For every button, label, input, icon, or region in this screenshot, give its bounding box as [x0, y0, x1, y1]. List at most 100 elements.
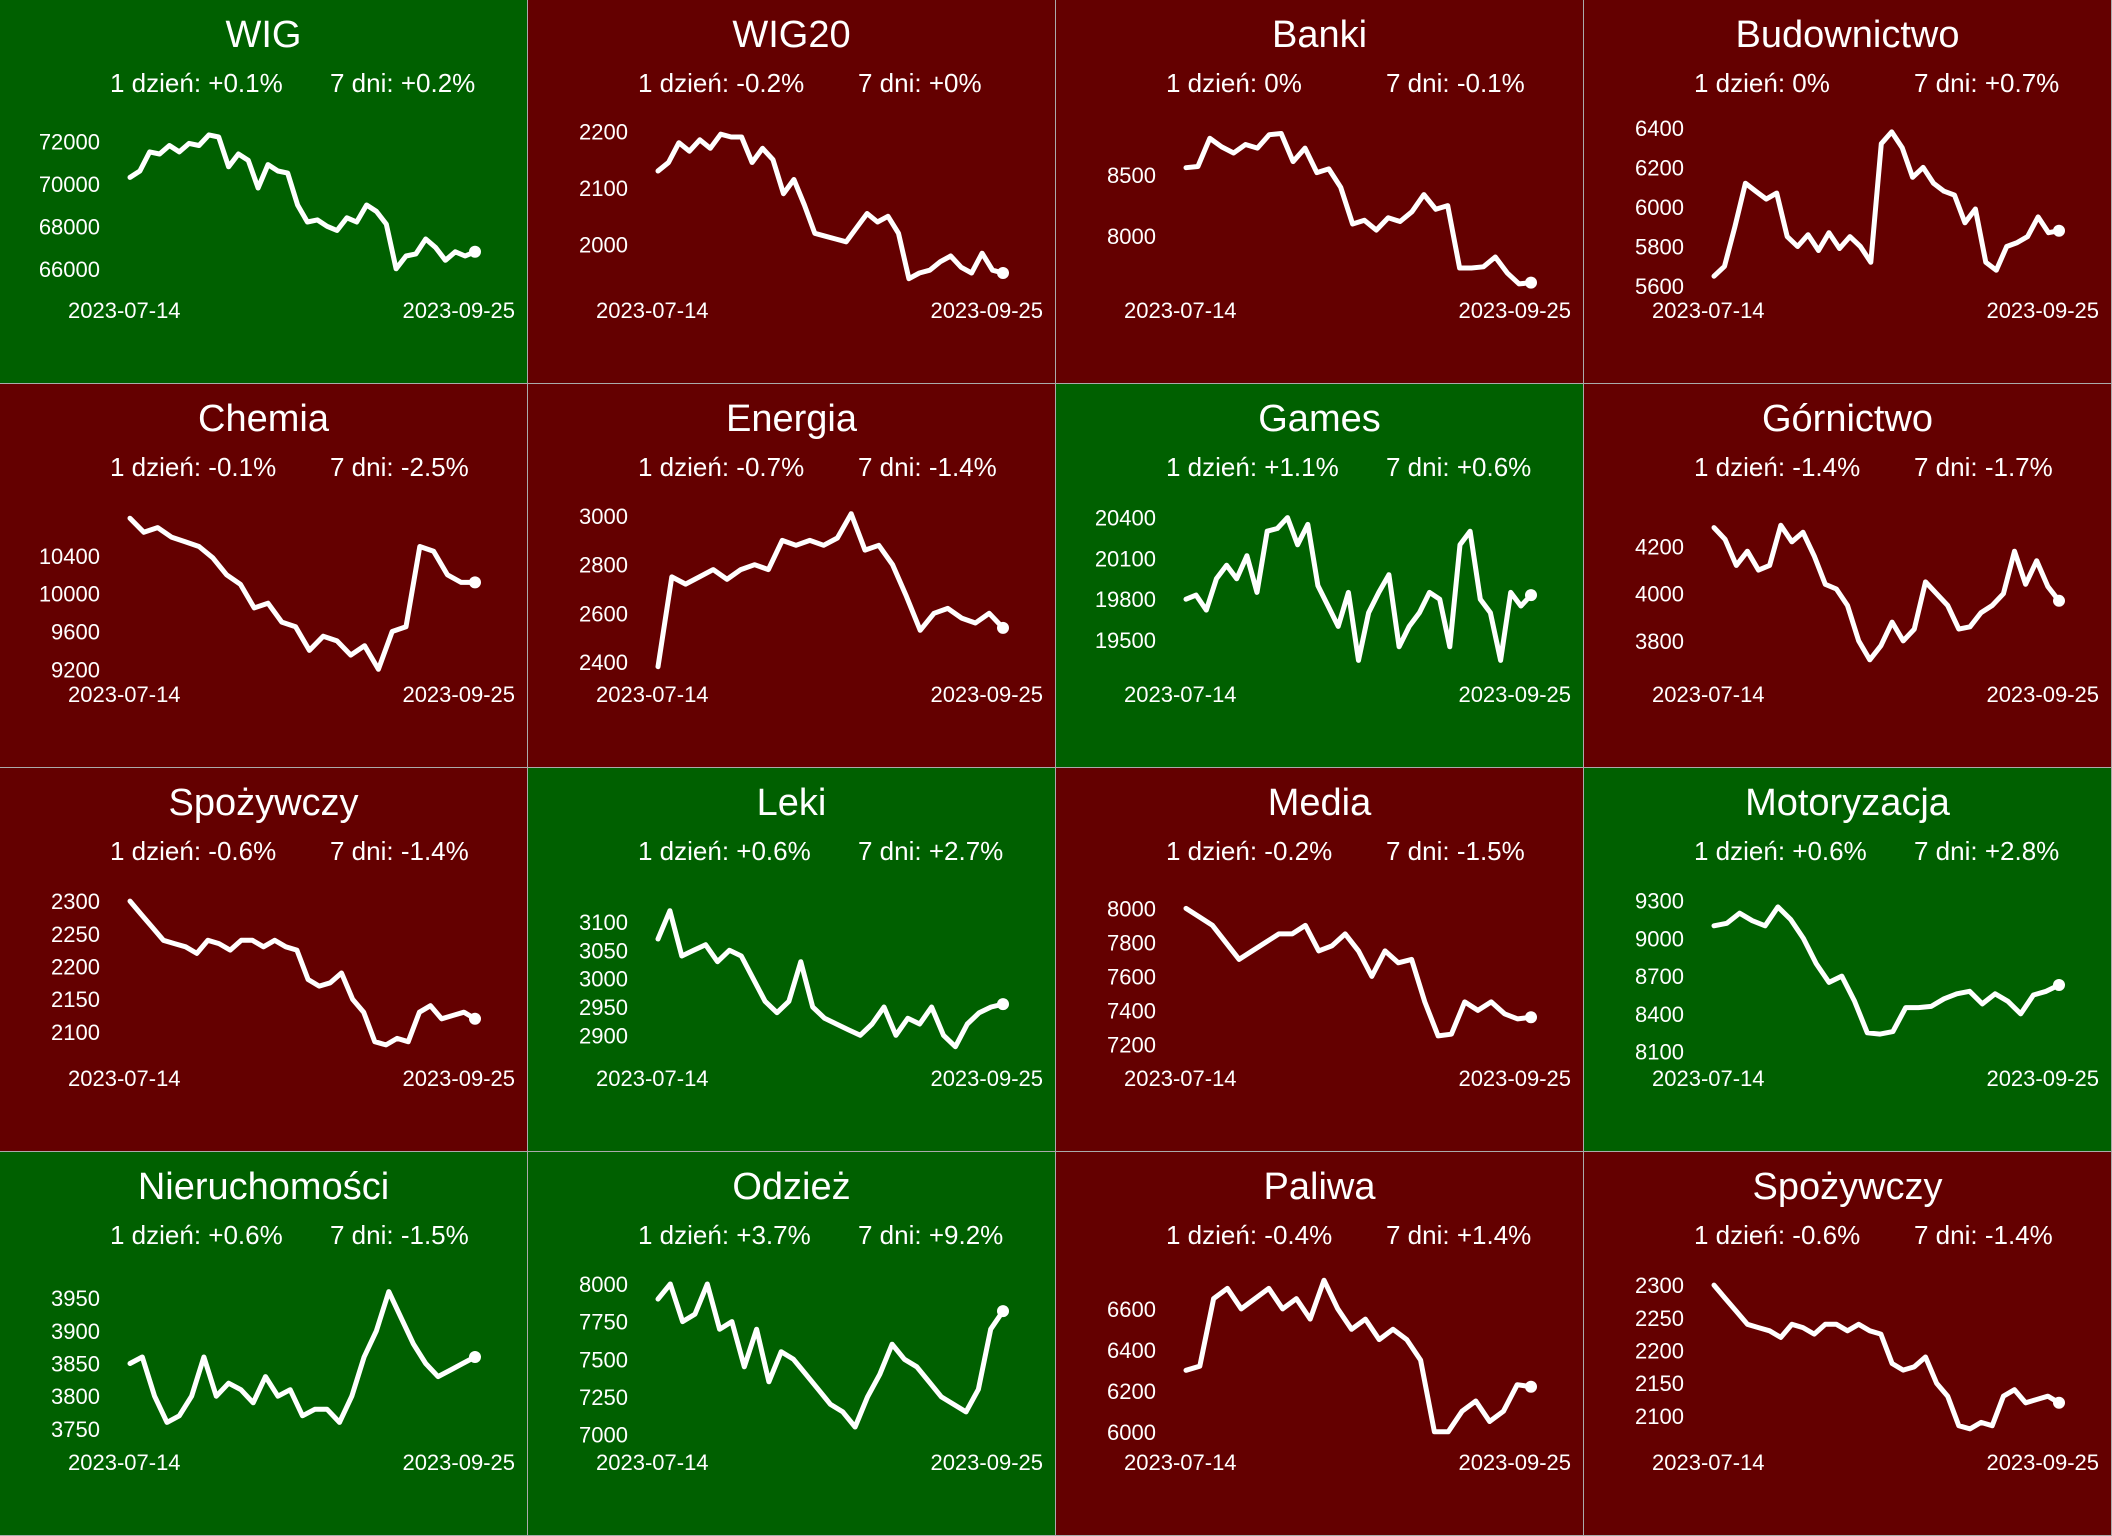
y-tick-label: 9300 — [1635, 889, 1684, 914]
series-line — [127, 132, 478, 272]
end-date-label: 2023-09-25 — [402, 1066, 515, 1091]
change-7-days: 7 dni: +2.8% — [1914, 836, 2060, 866]
start-date-label: 2023-07-14 — [596, 1450, 709, 1475]
y-tick-label: 4000 — [1635, 582, 1684, 607]
index-tile: 20400 20100 19800 19500 Games 1 dzień: +1.1% 7… — [1056, 384, 1583, 767]
last-value-point — [1525, 276, 1537, 289]
end-date-label: 2023-09-25 — [1986, 682, 2099, 707]
change-7-days: 7 dni: -0.1% — [1386, 68, 1525, 98]
y-tick-label: 20100 — [1095, 546, 1156, 571]
index-tile: 3100 3050 3000 2950 2900 Leki 1 dzień: +0.6% 7 … — [528, 768, 1055, 1151]
last-value-point — [997, 998, 1009, 1011]
series-line — [1183, 131, 1534, 287]
sparkline-chart: 8000 7800 7600 7400 7200 — [1107, 896, 1537, 1057]
sparkline-chart: 2300 2250 2200 2150 2100 — [51, 889, 481, 1048]
y-tick-label: 2950 — [579, 995, 628, 1020]
last-value-point — [2053, 224, 2065, 237]
tile-title: Spożywczy — [1752, 1166, 1943, 1208]
y-tick-label: 2100 — [579, 176, 628, 201]
start-date-label: 2023-07-14 — [1652, 298, 1765, 323]
tile-title: Motoryzacja — [1745, 782, 1950, 824]
series-line — [1711, 522, 2062, 663]
y-tick-label: 9600 — [51, 620, 100, 645]
end-date-label: 2023-09-25 — [930, 298, 1043, 323]
last-value-point — [1525, 1011, 1537, 1024]
end-date-label: 2023-09-25 — [1458, 682, 1571, 707]
change-7-days: 7 dni: +0.6% — [1386, 452, 1532, 482]
start-date-label: 2023-07-14 — [596, 682, 709, 707]
start-date-label: 2023-07-14 — [1124, 682, 1237, 707]
y-tick-label: 7800 — [1107, 930, 1156, 955]
y-tick-label: 3800 — [51, 1384, 100, 1409]
tile-title: Energia — [726, 398, 857, 440]
index-tile: 4200 4000 3800 Górnictwo 1 dzień: -1.4% 7 dni… — [1584, 384, 2111, 767]
y-tick-label: 19500 — [1095, 628, 1156, 653]
y-tick-label: 2100 — [51, 1020, 100, 1045]
end-date-label: 2023-09-25 — [930, 682, 1043, 707]
last-value-point — [469, 245, 481, 258]
tile-title: Budownictwo — [1735, 14, 1960, 56]
last-value-point — [469, 1012, 481, 1025]
y-tick-label: 7500 — [579, 1347, 628, 1372]
last-value-point — [469, 1351, 481, 1363]
start-date-label: 2023-07-14 — [1652, 1066, 1765, 1091]
y-tick-label: 20400 — [1095, 506, 1156, 531]
index-tile: 10400 10000 9600 9200 Chemia 1 dzień: -0.1% 7 … — [0, 384, 527, 767]
index-tile: 2300 2250 2200 2150 2100 Spożywczy 1 dzień: -0… — [1584, 1152, 2111, 1535]
index-tile: 6400 6200 6000 5800 5600 Budownictwo 1 dzień: … — [1584, 0, 2111, 383]
series-line — [1183, 1277, 1534, 1435]
y-tick-label: 2250 — [1635, 1306, 1684, 1331]
y-tick-label: 10400 — [39, 544, 100, 569]
y-tick-label: 4200 — [1635, 535, 1684, 560]
y-tick-label: 2900 — [579, 1023, 628, 1048]
change-7-days: 7 dni: -1.5% — [1386, 836, 1525, 866]
index-tile: 8000 7800 7600 7400 7200 Media 1 dzień: -0.2% 7… — [1056, 768, 1583, 1151]
start-date-label: 2023-07-14 — [1652, 682, 1765, 707]
y-tick-label: 8000 — [1107, 896, 1156, 921]
end-date-label: 2023-09-25 — [930, 1450, 1043, 1475]
change-7-days: 7 dni: -1.7% — [1914, 452, 2053, 482]
y-tick-label: 7000 — [579, 1422, 628, 1447]
y-tick-label: 2200 — [51, 954, 100, 979]
index-tile: 8500 8000 Banki 1 dzień: 0% 7 dni: -0.1% 2023… — [1056, 0, 1583, 383]
series-line — [655, 1281, 1006, 1430]
last-value-point — [997, 1305, 1009, 1318]
y-tick-label: 3950 — [51, 1286, 100, 1311]
change-1-day: 1 dzień: -0.6% — [110, 836, 277, 866]
y-tick-label: 3100 — [579, 910, 628, 935]
y-tick-label: 2200 — [1635, 1338, 1684, 1363]
tile-title: Games — [1258, 398, 1381, 440]
y-tick-label: 3800 — [1635, 629, 1684, 654]
y-tick-label: 3850 — [51, 1352, 100, 1377]
change-1-day: 1 dzień: -0.7% — [638, 452, 805, 482]
y-tick-label: 5800 — [1635, 235, 1684, 260]
tile-title: Paliwa — [1263, 1166, 1376, 1208]
start-date-label: 2023-07-14 — [596, 1066, 709, 1091]
end-date-label: 2023-09-25 — [402, 682, 515, 707]
index-tile: 72000 70000 68000 66000 WIG 1 dzień: +0.1% 7 d… — [0, 0, 527, 383]
end-date-label: 2023-09-25 — [1458, 1066, 1571, 1091]
sparkline-chart: 9300 9000 8700 8400 8100 — [1635, 889, 2065, 1065]
series-line — [1711, 1282, 2062, 1432]
index-tile: 2300 2250 2200 2150 2100 Spożywczy 1 dzień: -0… — [0, 768, 527, 1151]
sparkline-chart: 6400 6200 6000 5800 5600 — [1635, 116, 2065, 299]
start-date-label: 2023-07-14 — [1124, 1066, 1237, 1091]
change-7-days: 7 dni: +0.2% — [330, 68, 476, 98]
end-date-label: 2023-09-25 — [402, 1450, 515, 1475]
change-1-day: 1 dzień: 0% — [1166, 68, 1302, 98]
y-tick-label: 66000 — [39, 257, 100, 282]
y-tick-label: 5600 — [1635, 274, 1684, 299]
change-1-day: 1 dzień: -0.2% — [638, 68, 805, 98]
y-tick-label: 9200 — [51, 657, 100, 682]
start-date-label: 2023-07-14 — [1124, 1450, 1237, 1475]
sparkline-chart: 8000 7750 7500 7250 7000 — [579, 1272, 1009, 1447]
last-value-point — [997, 267, 1009, 279]
change-1-day: 1 dzień: +0.6% — [110, 1220, 283, 1250]
change-7-days: 7 dni: -1.4% — [1914, 1220, 2053, 1250]
sparkline-chart: 3950 3900 3850 3800 3750 — [51, 1286, 481, 1442]
y-tick-label: 3000 — [579, 967, 628, 992]
series-line — [127, 898, 478, 1048]
y-tick-label: 6600 — [1107, 1297, 1156, 1322]
start-date-label: 2023-07-14 — [68, 298, 181, 323]
